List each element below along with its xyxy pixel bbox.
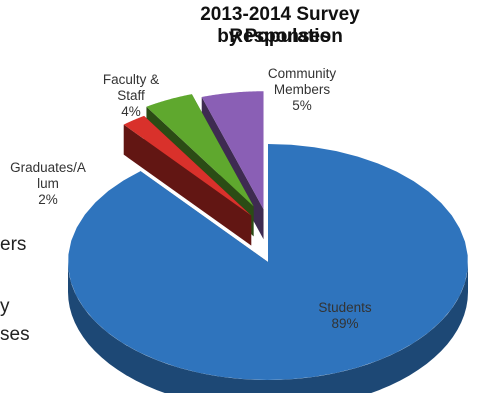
slice-label-community-line1: Community — [267, 66, 337, 81]
chart-title-line-2: by Population — [217, 26, 343, 47]
chart-title-line-1: 2013-2014 Survey Responses — [200, 4, 360, 47]
slice-label-students-pct: 89% — [331, 316, 359, 331]
slice-label-graduates-pct: 2% — [38, 192, 58, 207]
slice-faculty — [146, 94, 254, 207]
slice-graduates-a — [123, 115, 252, 216]
slice-community — [201, 91, 264, 210]
side-text-1: ers — [0, 234, 27, 255]
slice-label-students: Students 89% — [300, 300, 390, 332]
pie-layer — [68, 91, 468, 393]
slice-label-community: Community Members 5% — [252, 66, 352, 114]
side-text-2: y — [0, 296, 10, 317]
slice-label-students-name: Students — [318, 300, 372, 315]
slice-label-graduates-line2: lum — [37, 176, 59, 191]
slice-label-faculty-pct: 4% — [121, 104, 141, 119]
slice-label-faculty: Faculty & Staff 4% — [96, 72, 166, 120]
slice-label-faculty-line2: Staff — [117, 88, 145, 103]
slice-label-graduates: Graduates/A lum 2% — [0, 160, 96, 208]
side-text-3: ses — [0, 324, 30, 345]
slice-label-community-line2: Members — [273, 82, 331, 97]
slice-label-graduates-line1: Graduates/A — [10, 160, 86, 175]
slice-label-community-pct: 5% — [292, 98, 312, 113]
slice-label-faculty-line1: Faculty & — [102, 72, 160, 87]
slice-students — [68, 144, 468, 380]
